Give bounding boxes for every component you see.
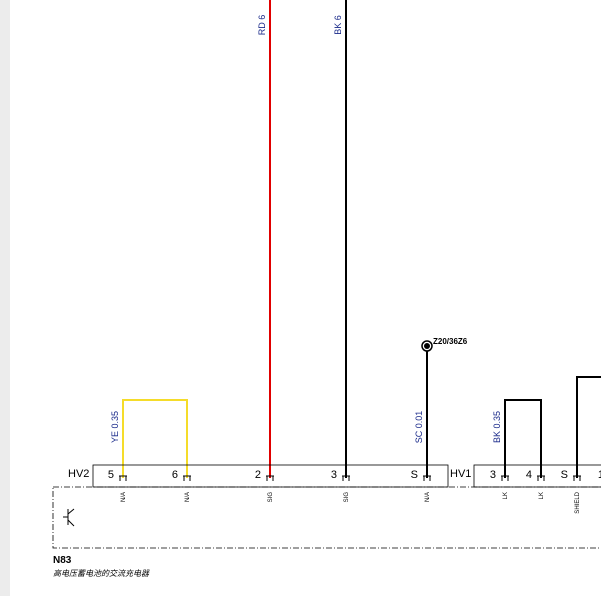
pin-number: 4 (526, 469, 532, 481)
pin-terminal (183, 475, 191, 481)
wire (504, 399, 542, 478)
component-id: N83 (53, 555, 72, 566)
pin-signal: N/A (185, 492, 191, 502)
connector (473, 464, 601, 488)
pin-number: 6 (172, 469, 178, 481)
pin-terminal (119, 475, 127, 481)
side-strip (0, 0, 10, 596)
pin-terminal (423, 475, 431, 481)
pin-signal: N/A (425, 492, 431, 502)
pin-number: 1 (598, 469, 601, 481)
splice-label: Z20/36Z6 (433, 337, 468, 346)
pin-terminal (537, 475, 545, 481)
component-description: 高电压蓄电池的交流充电器 (53, 569, 150, 578)
wire-label: YE 0.35 (110, 411, 120, 443)
connector-name: HV2 (68, 468, 89, 480)
wire-label: SC 0.01 (414, 411, 424, 444)
pin-signal: SIG (268, 492, 274, 503)
pin-signal: LK (539, 492, 545, 499)
transistor-icon (63, 508, 75, 527)
wire (122, 399, 188, 478)
wire-label: BK 6 (333, 15, 343, 35)
pin-signal: SHIELD (575, 491, 581, 513)
pin-number: 5 (108, 469, 114, 481)
wire-label: RD 6 (257, 15, 267, 36)
wire (576, 376, 601, 478)
pin-number: 3 (331, 469, 337, 481)
splice (424, 343, 430, 349)
pin-number: 2 (255, 469, 261, 481)
pin-number: S (561, 469, 568, 481)
pin-signal: LK (503, 492, 509, 499)
pin-terminal (342, 475, 350, 481)
pin-terminal (501, 475, 509, 481)
pin-number: S (411, 469, 418, 481)
pin-number: 3 (490, 469, 496, 481)
pin-signal: N/A (121, 492, 127, 502)
component-box (52, 486, 601, 549)
pin-signal: SIG (344, 492, 350, 503)
pins: 5 N/A 6 N/A 2 SIG 3 SIG S N/A 3 LK 4 LK S SHIELD 1 (108, 469, 601, 514)
connector-name: HV1 (450, 468, 471, 480)
pin-terminal (573, 475, 581, 481)
wire-label: BK 0.35 (492, 411, 502, 443)
pin-terminal (266, 475, 274, 481)
